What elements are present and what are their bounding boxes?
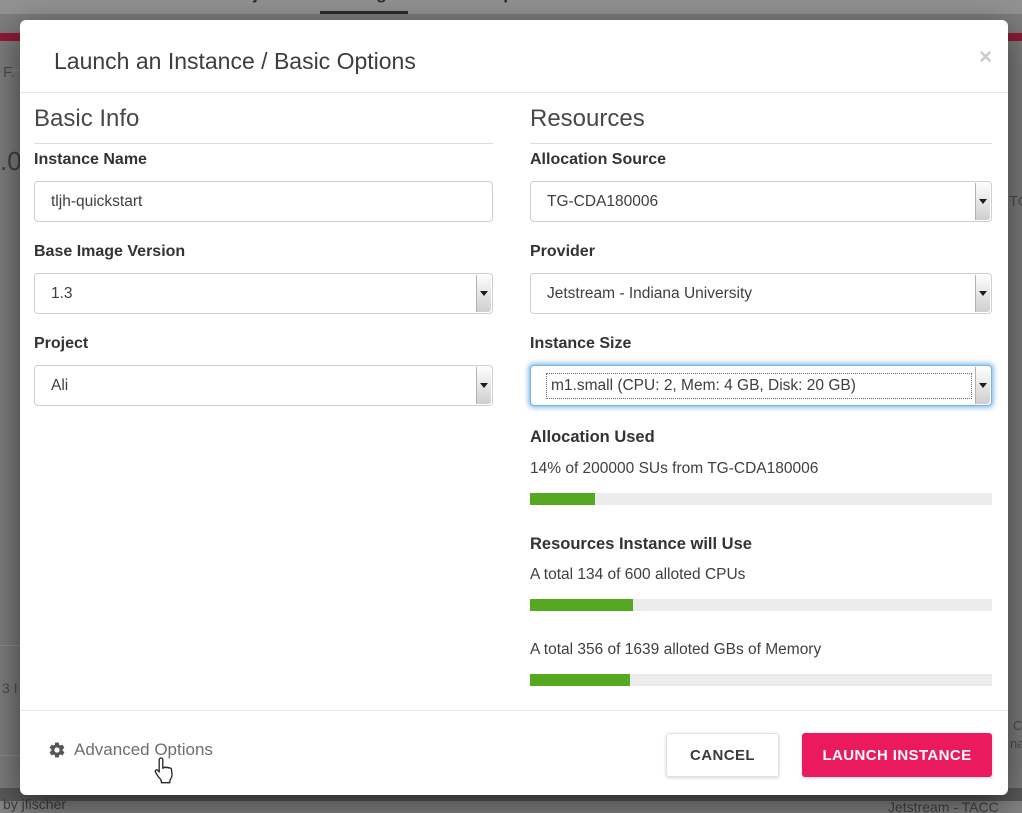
- chevron-down-icon: [476, 275, 491, 312]
- basic-info-header: Basic Info: [34, 105, 493, 144]
- modal-title: Launch an Instance / Basic Options: [54, 48, 416, 74]
- instance-size-select[interactable]: m1.small (CPU: 2, Mem: 4 GB, Disk: 20 GB…: [530, 365, 992, 406]
- selected-value: m1.small (CPU: 2, Mem: 4 GB, Disk: 20 GB…: [546, 372, 972, 399]
- instance-name-label: Instance Name: [34, 151, 147, 168]
- selected-value: Jetstream - Indiana University: [547, 284, 753, 302]
- background-text-fragment: .0: [0, 146, 22, 176]
- allocation-source-label: Allocation Source: [530, 151, 667, 168]
- nav-active-underline: [320, 11, 408, 14]
- launch-instance-button[interactable]: LAUNCH INSTANCE: [802, 733, 992, 777]
- selected-value: 1.3: [51, 284, 73, 302]
- footer-divider: [20, 710, 1008, 711]
- background-byline: by jfischer: [3, 796, 67, 812]
- background-provider-text: Jetstream - TACC: [888, 799, 999, 813]
- background-text-fragment: C: [1013, 718, 1022, 733]
- hand-cursor-icon: [154, 757, 173, 784]
- progress-fill: [530, 599, 634, 611]
- background-text-fragment: na: [1010, 736, 1022, 751]
- allocation-used-text: 14% of 200000 SUs from TG-CDA180006: [530, 460, 819, 477]
- allocation-source-select[interactable]: TG-CDA180006: [530, 181, 992, 222]
- launch-instance-modal: Launch an Instance / Basic Options × Bas…: [20, 20, 1008, 795]
- project-select[interactable]: Ali: [34, 365, 493, 406]
- nav-item-label: Help: [476, 0, 514, 4]
- gear-icon: [49, 742, 65, 758]
- nav-item-label: Projects: [224, 0, 293, 4]
- header-divider: [20, 92, 1008, 93]
- provider-label: Provider: [530, 243, 595, 260]
- resources-usage-heading: Resources Instance will Use: [530, 535, 752, 553]
- selected-value: TG-CDA180006: [547, 192, 659, 210]
- background-text-fragment: 3 I: [2, 680, 18, 696]
- close-icon[interactable]: ×: [979, 44, 992, 69]
- base-image-version-label: Base Image Version: [34, 243, 186, 260]
- nav-item-label: Dashboard: [65, 0, 156, 4]
- selected-value: Ali: [51, 376, 69, 394]
- bar-chart-icon: [40, 0, 57, 2]
- nav-item-images[interactable]: Images: [322, 0, 406, 13]
- provider-select[interactable]: Jetstream - Indiana University: [530, 273, 992, 314]
- advanced-options-toggle[interactable]: Advanced Options: [48, 740, 213, 760]
- background-text-fragment: TO: [1009, 193, 1022, 210]
- progress-fill: [530, 493, 595, 505]
- memory-usage-text: A total 356 of 1639 alloted GBs of Memor…: [530, 641, 822, 658]
- advanced-options-label: Advanced Options: [74, 740, 213, 759]
- background-rule-fragment: [0, 645, 20, 646]
- nav-item-dashboard[interactable]: Dashboard: [40, 0, 156, 13]
- chevron-down-icon: [975, 183, 990, 220]
- chevron-down-icon: [975, 275, 990, 312]
- top-navbar: Dashboard Projects Images ? Help: [0, 0, 1022, 14]
- background-text-fragment: F.: [3, 64, 15, 81]
- help-circle-icon: ?: [452, 0, 468, 1]
- chevron-down-icon: [975, 367, 990, 404]
- project-label: Project: [34, 335, 89, 352]
- allocation-used-progress: [530, 493, 992, 505]
- progress-fill: [530, 674, 631, 686]
- cpu-usage-text: A total 134 of 600 alloted CPUs: [530, 566, 746, 583]
- nav-item-help[interactable]: ? Help: [452, 0, 514, 13]
- nav-item-label: Images: [346, 0, 406, 4]
- resources-header: Resources: [530, 105, 992, 144]
- chevron-down-icon: [476, 367, 491, 404]
- background-bottom-strip: [0, 801, 1022, 813]
- floppy-icon: [322, 0, 338, 1]
- folder-icon: [198, 0, 216, 1]
- memory-usage-progress: [530, 674, 992, 686]
- cancel-button[interactable]: CANCEL: [666, 733, 779, 777]
- allocation-used-heading: Allocation Used: [530, 428, 655, 446]
- base-image-version-select[interactable]: 1.3: [34, 273, 493, 314]
- cpu-usage-progress: [530, 599, 992, 611]
- instance-size-label: Instance Size: [530, 335, 632, 352]
- background-rule-fragment: [0, 755, 20, 756]
- nav-item-projects[interactable]: Projects: [198, 0, 293, 13]
- instance-name-input[interactable]: [34, 181, 493, 222]
- background-rule-fragment: [13, 70, 20, 71]
